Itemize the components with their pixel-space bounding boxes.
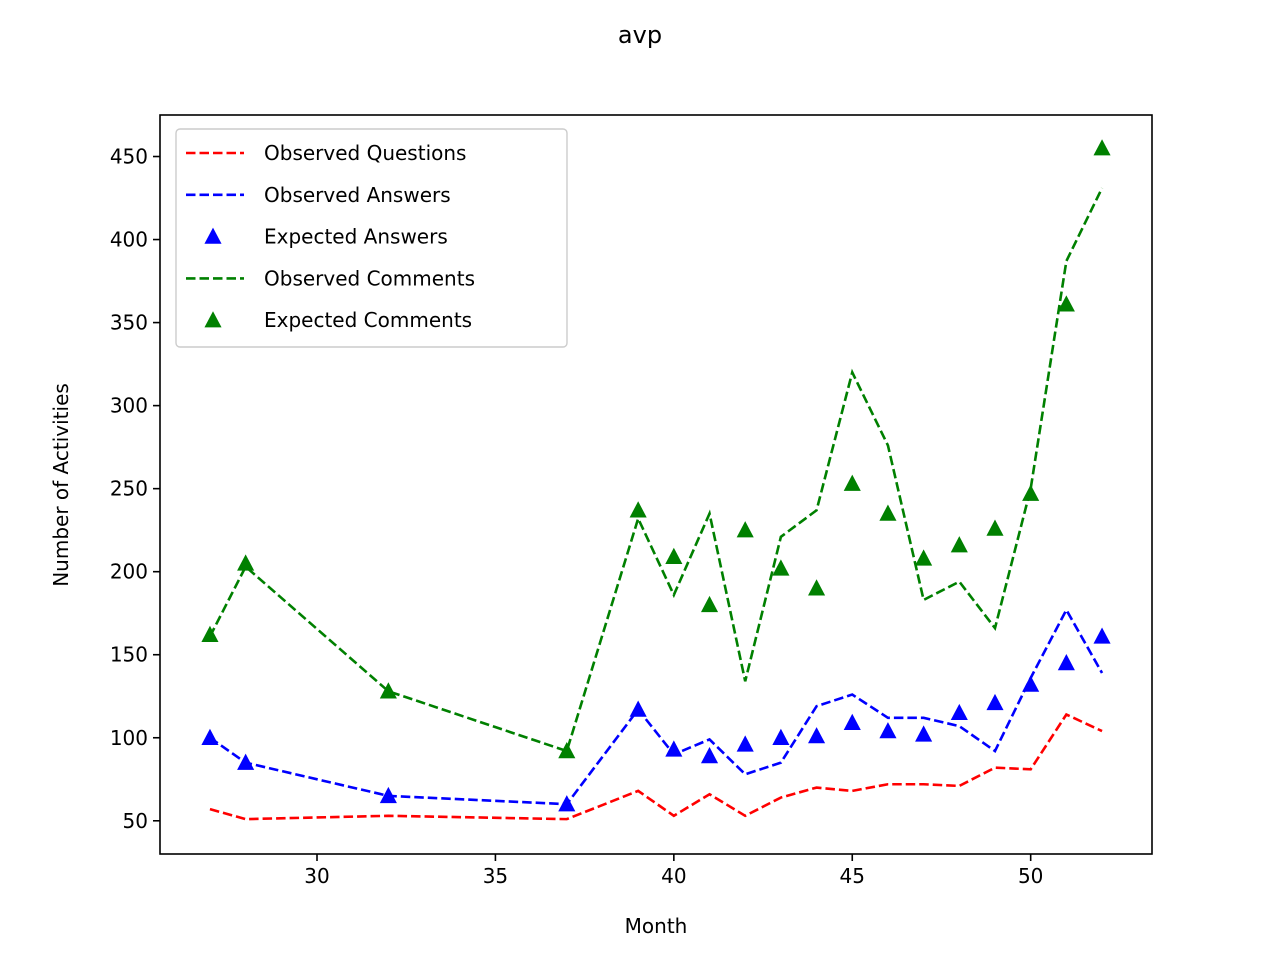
plot-frame: [159, 114, 1153, 855]
legend-label-observed-comments: Observed Comments: [264, 266, 475, 290]
legend-box: [175, 128, 568, 348]
data-point-expected-answers: [879, 722, 897, 739]
data-point-expected-comments: [237, 554, 255, 571]
data-point-expected-answers: [700, 747, 719, 764]
data-point-expected-comments: [808, 579, 826, 596]
data-point-expected-answers: [629, 700, 647, 717]
x-tick-label: 35: [483, 864, 508, 888]
data-point-expected-comments: [558, 742, 576, 759]
y-tick-label: 150: [110, 643, 148, 667]
chart-title: avp: [618, 21, 662, 49]
x-tick-label: 30: [304, 864, 329, 888]
data-point-expected-answers: [736, 735, 754, 752]
data-point-expected-answers: [1022, 675, 1040, 692]
y-tick-label: 200: [110, 560, 148, 584]
series-expected-comments: [201, 139, 1111, 759]
data-point-expected-answers: [915, 725, 933, 742]
data-point-expected-answers: [1057, 654, 1075, 671]
legend: Observed Questions Observed Answers Expect…: [175, 128, 568, 348]
data-point-expected-answers: [558, 795, 576, 812]
data-point-expected-comments: [1057, 295, 1075, 312]
data-point-expected-comments: [915, 549, 933, 566]
series-expected-answers: [201, 627, 1111, 812]
y-tick-label: 400: [110, 228, 148, 252]
series-observed-comments: [208, 187, 1104, 753]
data-point-expected-answers: [1093, 627, 1111, 644]
x-axis-title: Month: [625, 914, 688, 938]
data-point-expected-comments: [379, 682, 397, 699]
series-observed-questions: [209, 712, 1103, 821]
data-point-expected-answers: [986, 693, 1004, 711]
data-point-expected-answers: [808, 727, 826, 744]
data-point-expected-comments: [1093, 139, 1111, 156]
legend-label-expected-answers: Expected Answers: [264, 225, 448, 249]
x-tick-label: 45: [840, 864, 865, 888]
data-point-expected-comments: [700, 595, 719, 613]
data-point-expected-comments: [950, 536, 968, 553]
y-axis: 50 100 150 200 250 300 350 400 450: [110, 145, 160, 833]
data-point-expected-answers: [201, 728, 219, 745]
legend-swatch-expected-answers: [204, 227, 222, 244]
x-tick-label: 50: [1018, 864, 1043, 888]
data-point-expected-comments: [629, 501, 647, 518]
legend-swatch-expected-comments: [204, 311, 222, 328]
data-point-expected-comments: [736, 521, 754, 538]
y-axis-title: Number of Activities: [49, 383, 73, 587]
data-point-expected-comments: [665, 547, 683, 564]
y-tick-label: 100: [110, 726, 148, 750]
y-tick-label: 300: [110, 394, 148, 418]
data-point-expected-comments: [879, 504, 897, 521]
y-tick-label: 50: [123, 809, 148, 833]
data-point-expected-comments: [201, 625, 219, 642]
series-line-observed-questions: [209, 712, 1103, 821]
y-tick-label: 350: [110, 311, 148, 335]
series-observed-answers: [209, 607, 1104, 806]
series-line-observed-comments: [208, 187, 1104, 753]
data-point-expected-answers: [237, 753, 255, 770]
x-tick-label: 40: [661, 864, 686, 888]
plot-area: [201, 139, 1111, 821]
data-point-expected-comments: [1022, 484, 1040, 501]
data-point-expected-comments: [772, 559, 790, 576]
y-tick-label: 250: [110, 477, 148, 501]
data-point-expected-comments: [986, 519, 1004, 536]
data-point-expected-answers: [950, 703, 968, 721]
data-point-expected-answers: [379, 786, 397, 804]
legend-label-observed-answers: Observed Answers: [264, 183, 451, 207]
data-point-expected-comments: [843, 474, 861, 491]
x-axis: 30 35 40 45 50: [304, 854, 1043, 888]
data-point-expected-answers: [665, 740, 683, 757]
data-point-expected-answers: [772, 728, 790, 745]
y-tick-label: 450: [110, 145, 148, 169]
series-line-observed-answers: [209, 607, 1104, 806]
data-point-expected-answers: [843, 713, 861, 731]
legend-label-expected-comments: Expected Comments: [264, 308, 472, 332]
legend-label-observed-questions: Observed Questions: [264, 141, 466, 165]
